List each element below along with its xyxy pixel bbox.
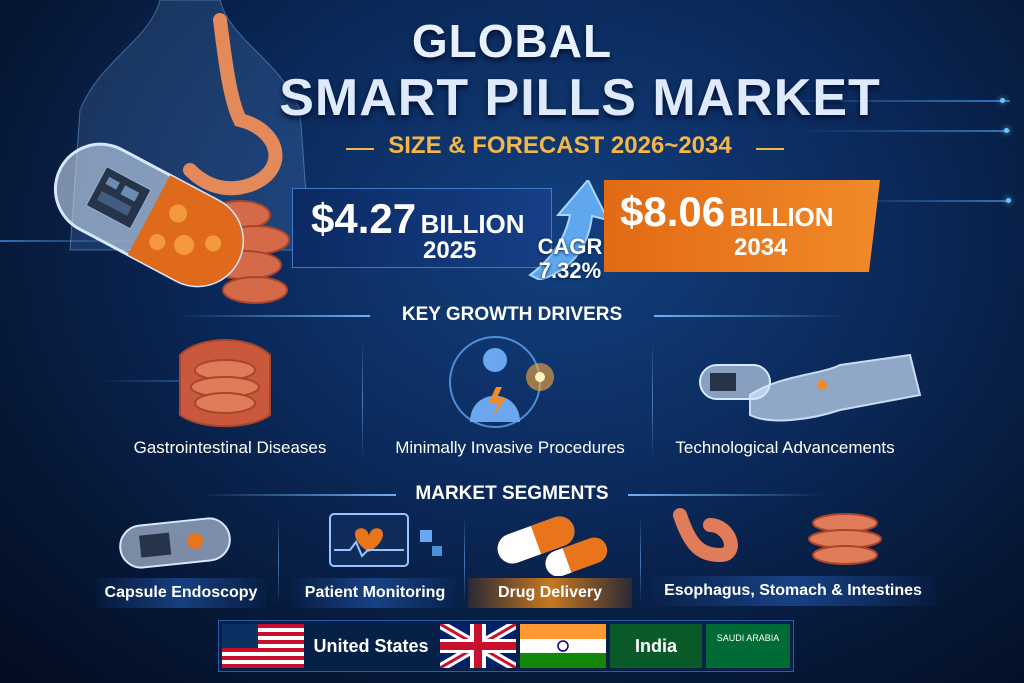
india-flag-icon: [520, 624, 606, 668]
region-label-india: India: [634, 636, 677, 656]
circuit-line: [800, 130, 1010, 132]
segment-label-plate: [96, 578, 266, 608]
circuit-dot: [1006, 198, 1011, 203]
column-divider: [652, 340, 653, 460]
segment-label: Capsule Endoscopy: [104, 584, 258, 601]
drivers-section-header: KEY GROWTH DRIVERS: [401, 304, 623, 325]
human-body-icon: [449, 336, 554, 428]
region-label-united-states: United States: [313, 636, 429, 656]
us-flag-icon: [222, 624, 304, 668]
cagr-label: CAGR: [537, 234, 603, 259]
column-divider: [464, 515, 465, 605]
segment-label-plate: [468, 578, 632, 608]
market-size-2025-banner: $4.27 BILLION 2025: [292, 188, 552, 268]
subtitle-divider: [756, 148, 784, 150]
region-label-saudi-arabia: SAUDI ARABIA: [716, 633, 780, 643]
driver-label: Technological Advancements: [675, 438, 895, 457]
capsule-icon: [119, 517, 231, 569]
circuit-line: [100, 380, 250, 382]
page-title-line2: SMART PILLS MARKET: [279, 69, 881, 127]
circuit-line: [760, 100, 1010, 102]
india-label-plate: [610, 624, 702, 668]
market-size-2025-value: $4.27: [311, 195, 417, 242]
monitor-heart-icon: [329, 513, 442, 567]
organs-icon: [673, 508, 882, 565]
page-subtitle: SIZE & FORECAST 2026~2034: [388, 132, 732, 159]
segment-label: Patient Monitoring: [304, 584, 446, 601]
saudi-flag-icon: [706, 624, 790, 668]
section-divider: [628, 494, 824, 496]
market-size-2034-year: 2034: [734, 234, 788, 261]
cagr-value: 7.32%: [538, 258, 602, 283]
segments-section-header: MARKET SEGMENTS: [415, 483, 609, 504]
market-size-2034-value: $8.06: [620, 188, 726, 235]
driver-label: Minimally Invasive Procedures: [395, 438, 625, 457]
section-divider: [180, 315, 370, 317]
column-divider: [278, 515, 279, 605]
market-size-2025-unit: BILLION: [420, 209, 525, 239]
circuit-dot: [1004, 128, 1009, 133]
smart-capsule-illustration: [53, 142, 245, 288]
page-title-line1: GLOBAL: [411, 15, 613, 67]
robot-hand-icon: [699, 353, 922, 422]
segment-label: Drug Delivery: [497, 584, 603, 601]
uk-flag-icon: [440, 624, 516, 668]
segment-label-plate: [650, 576, 936, 606]
column-divider: [640, 515, 641, 605]
circuit-dot: [1000, 98, 1005, 103]
market-size-2034-unit: BILLION: [729, 202, 834, 232]
pills-icon: [497, 516, 608, 576]
segment-label: Esophagus, Stomach & Intestines: [664, 582, 922, 599]
market-size-2034-banner: $8.06 BILLION 2034: [604, 180, 880, 272]
intestine-icon: [179, 339, 271, 428]
section-divider: [654, 315, 844, 317]
column-divider: [362, 340, 363, 460]
subtitle-divider: [346, 148, 374, 150]
circuit-line: [840, 200, 1010, 202]
market-size-2025-year: 2025: [423, 237, 477, 264]
segment-label-plate: [292, 578, 458, 608]
section-divider: [200, 494, 396, 496]
driver-label: Gastrointestinal Diseases: [133, 438, 327, 457]
